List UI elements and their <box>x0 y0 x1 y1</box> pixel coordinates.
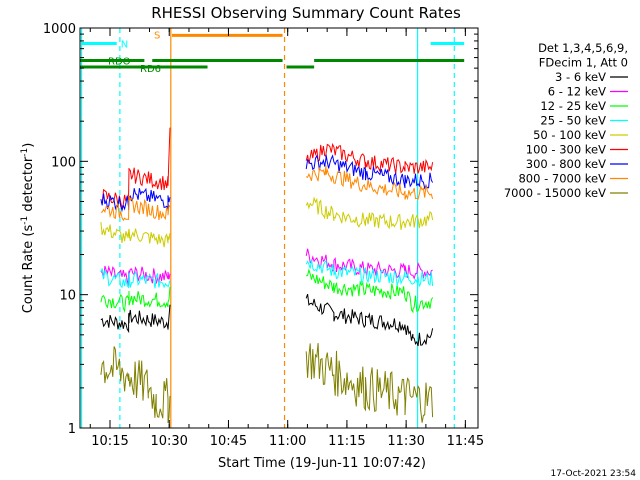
x-tick-label: 11:45 <box>447 434 484 449</box>
y-axis-label-mid: detector <box>21 156 36 216</box>
x-tick-label: 11:30 <box>387 434 424 449</box>
legend: Det 1,3,4,5,6,9,FDecim 1, Att 03 - 6 keV… <box>504 41 628 200</box>
series-trace <box>100 286 171 314</box>
chart-title: RHESSI Observing Summary Count Rates <box>151 4 461 22</box>
y-axis-label-sup2: -1 <box>20 148 30 157</box>
legend-header: Det 1,3,4,5,6,9, <box>538 41 628 55</box>
x-axis-label: Start Time (19-Jun-11 10:07:42) <box>218 456 426 471</box>
series-trace <box>305 293 434 347</box>
x-tick-label: 10:15 <box>91 434 128 449</box>
legend-entry: 300 - 800 keV <box>526 157 606 171</box>
series-trace <box>306 268 434 314</box>
legend-entry: 12 - 25 keV <box>540 99 606 113</box>
flag-label: N <box>121 40 128 51</box>
series-trace <box>100 127 171 210</box>
legend-entry: 50 - 100 keV <box>533 128 606 142</box>
flag-label: S <box>154 30 160 41</box>
axes: 10:15 10:30 10:45 11:00 11:15 11:30 11:45 1 10 10… <box>43 22 484 449</box>
x-tick-label: 11:00 <box>269 434 306 449</box>
series-trace <box>305 343 434 423</box>
series-trace <box>305 196 434 230</box>
series-trace <box>100 268 171 289</box>
series-trace <box>100 222 171 248</box>
plot-frame <box>79 27 479 429</box>
y-tick-label: 100 <box>51 155 76 170</box>
y-tick-label: 1000 <box>43 22 76 37</box>
y-tick-label: 10 <box>59 289 76 304</box>
legend-entry: 7000 - 15000 keV <box>504 186 606 200</box>
plot-area: N S RDO RD6 <box>80 28 465 428</box>
flag-label: RDO <box>108 57 131 68</box>
series-trace <box>305 142 434 174</box>
footer-timestamp: 17-Oct-2021 23:54 <box>551 469 637 479</box>
series-trace <box>100 187 171 213</box>
series-trace <box>305 154 434 190</box>
legend-entry: 800 - 7000 keV <box>518 172 606 186</box>
series-trace <box>305 259 434 287</box>
series-trace <box>100 304 171 334</box>
y-axis-label: Count Rate (s-1 detector-1) <box>20 143 36 314</box>
y-axis-label-main: Count Rate (s <box>21 225 36 314</box>
series-trace <box>305 248 433 280</box>
legend-entry: 100 - 300 keV <box>526 143 606 157</box>
legend-entry: 25 - 50 keV <box>540 114 606 128</box>
legend-entry: 3 - 6 keV <box>555 70 606 84</box>
series-trace <box>100 195 171 222</box>
y-tick-label: 1 <box>68 422 76 437</box>
x-tick-label: 11:15 <box>328 434 365 449</box>
series-trace <box>100 346 171 424</box>
x-tick-label: 10:45 <box>210 434 247 449</box>
legend-entry: 6 - 12 keV <box>548 85 606 99</box>
flag-label: RD6 <box>140 64 161 75</box>
x-tick-label: 10:30 <box>150 434 187 449</box>
y-axis-label-end: ) <box>21 143 36 148</box>
legend-header: FDecim 1, Att 0 <box>539 56 628 70</box>
y-axis-label-sup1: -1 <box>20 216 30 225</box>
series-trace <box>306 165 434 201</box>
